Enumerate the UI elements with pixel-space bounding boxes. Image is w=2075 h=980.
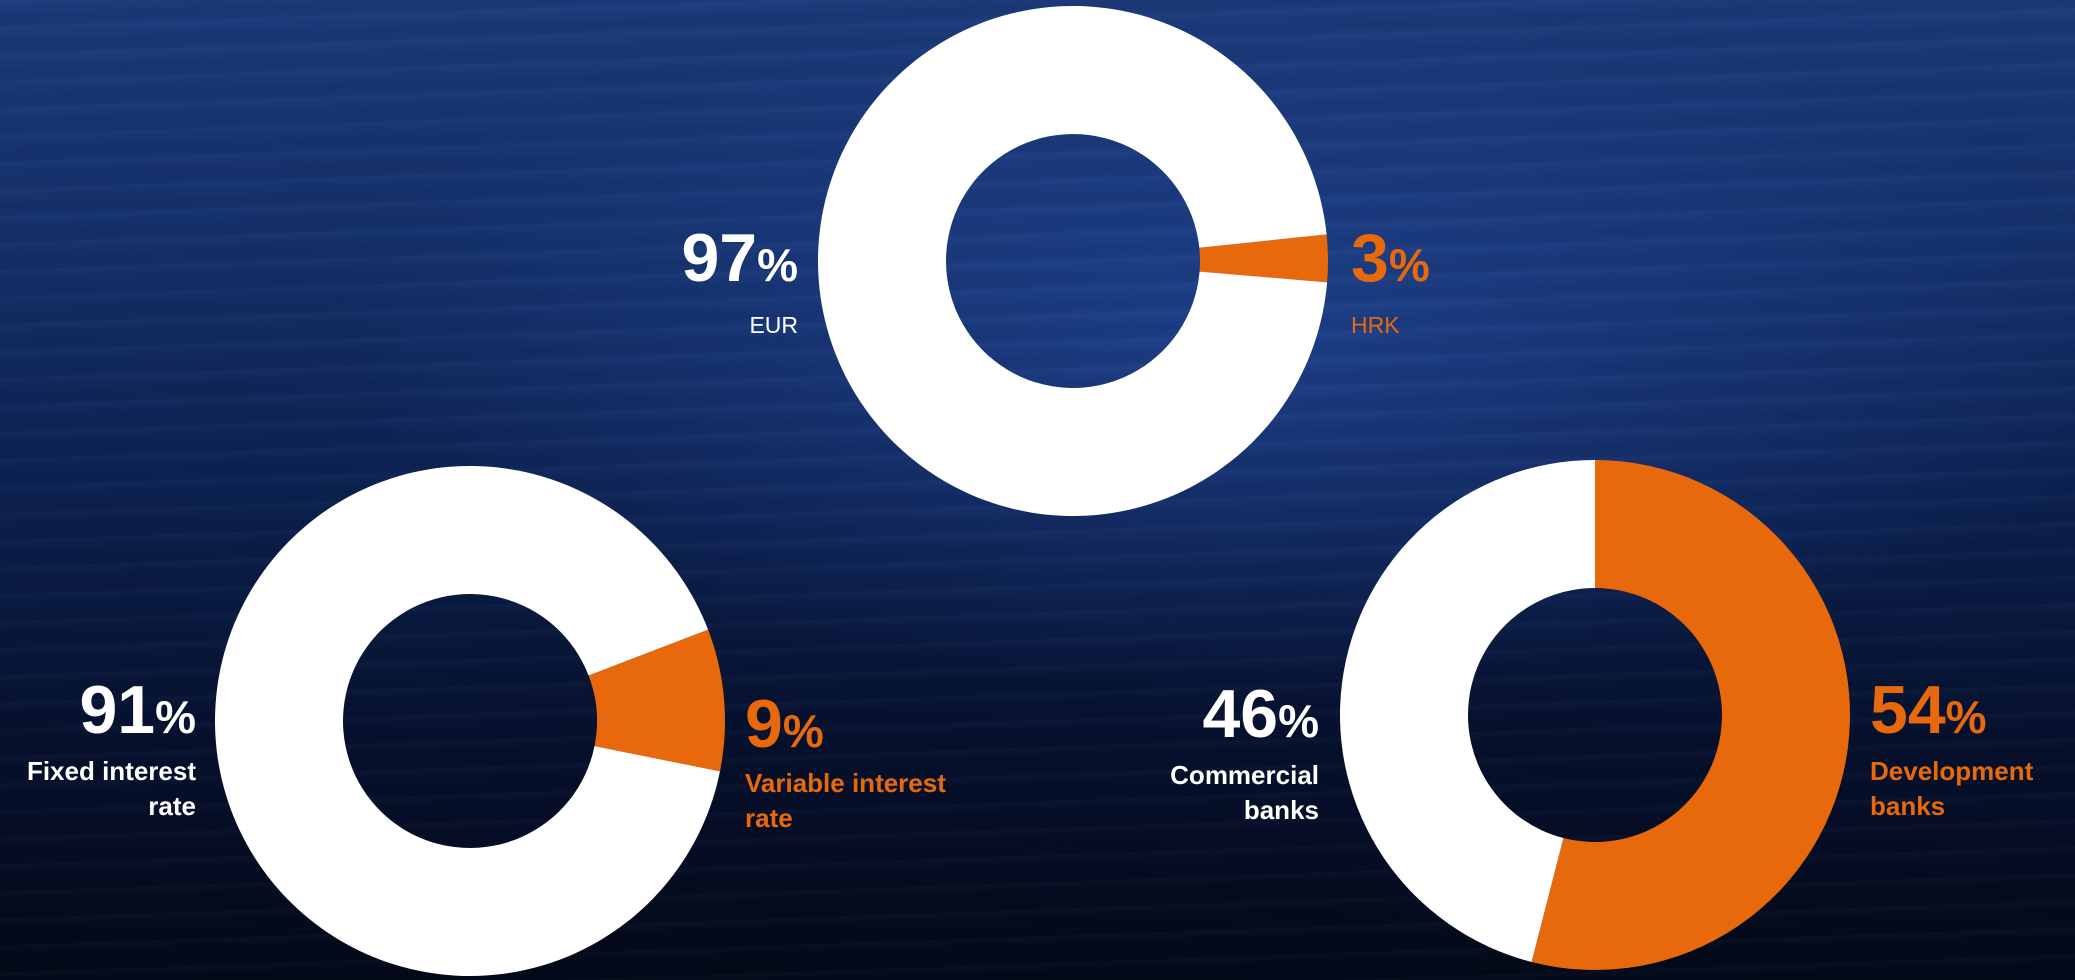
value-label: 54% (1870, 676, 1987, 751)
value-label: 3% (1351, 224, 1430, 299)
value-label: 97% (681, 224, 798, 299)
category-label: HRK (1351, 308, 1566, 343)
donut-charts (0, 0, 2075, 980)
value-label: 91% (79, 676, 196, 751)
category-label: Development banks (1870, 754, 2070, 824)
infographic: 97% EUR 3% HRK 91%Fixed interest rate 9%Varia… (0, 0, 2075, 980)
value-label: 9% (745, 690, 824, 765)
category-label: EUR (583, 308, 798, 343)
value-label: 46% (1202, 680, 1319, 755)
category-label: Variable interest rate (745, 766, 960, 836)
category-label: Commercial banks (1104, 758, 1319, 828)
category-label: Fixed interest rate (5, 754, 196, 824)
